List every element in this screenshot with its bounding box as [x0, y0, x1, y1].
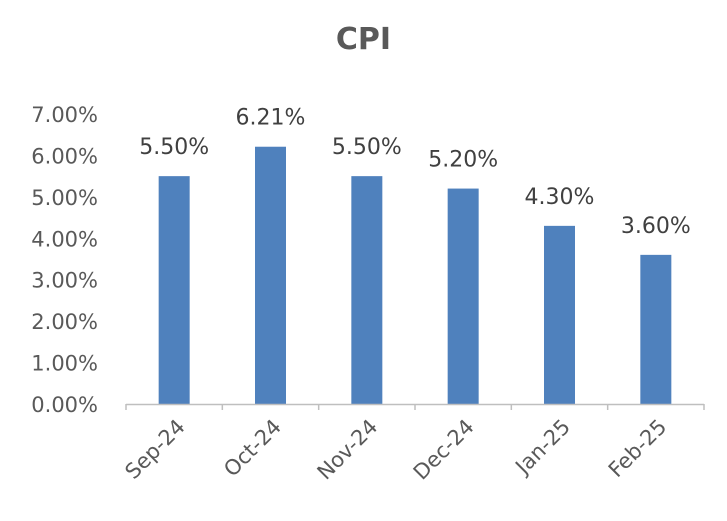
data-label: 6.21%	[236, 106, 306, 131]
x-tick-label: Oct-24	[219, 415, 286, 482]
bar-oct-24	[255, 146, 286, 404]
x-tick-label: Dec-24	[409, 415, 479, 485]
bar-nov-24	[351, 176, 383, 404]
y-tick-label: 0.00%	[31, 393, 98, 417]
bar-jan-25	[544, 225, 575, 404]
data-label: 4.30%	[525, 185, 595, 210]
data-label: 5.50%	[332, 135, 402, 160]
bar-feb-25	[640, 254, 672, 404]
chart-title: CPI	[335, 22, 392, 57]
x-tick-label: Sep-24	[120, 415, 189, 484]
y-tick-label: 6.00%	[31, 144, 98, 168]
x-tick-label: Jan-25	[510, 415, 576, 481]
x-tick-label: Feb-25	[604, 415, 672, 483]
data-label: 5.50%	[139, 135, 209, 160]
y-tick-label: 3.00%	[31, 269, 98, 293]
bar-sep-24	[158, 176, 190, 404]
y-tick-label: 4.00%	[31, 227, 98, 251]
x-tick-label: Nov-24	[313, 415, 383, 485]
y-tick-label: 7.00%	[31, 103, 98, 127]
y-tick-label: 5.00%	[31, 186, 98, 210]
data-label: 5.20%	[428, 148, 498, 173]
data-label: 3.60%	[621, 214, 691, 239]
y-tick-label: 1.00%	[31, 352, 98, 376]
bar-dec-24	[447, 188, 479, 404]
y-tick-label: 2.00%	[31, 310, 98, 334]
